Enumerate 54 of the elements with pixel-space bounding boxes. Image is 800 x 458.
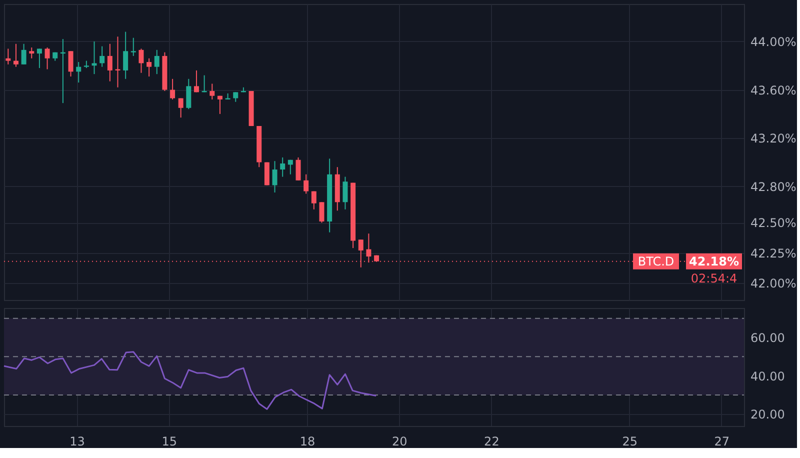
candlestick [210,83,215,100]
candlestick [100,46,105,68]
candlestick [154,49,160,75]
candlestick [304,174,309,194]
candlestick [36,48,42,69]
y-tick-label: 42.25% [750,246,796,260]
candlestick [186,78,192,110]
x-tick-label: 18 [300,434,316,448]
y-tick-label: 44.00% [750,34,796,49]
y-tick-label: 40.00 [750,369,785,384]
candlestick [107,43,112,82]
annotation: 02:54:4 [690,271,738,286]
candlestick [170,78,176,100]
y-tick-label: 43.20% [750,132,796,146]
candlestick [178,98,184,118]
y-tick-label: 43.60% [750,83,796,98]
candlestick [76,61,82,84]
x-tick-label: 22 [484,434,500,448]
candlestick [319,202,324,224]
candlestick [217,95,222,114]
candlestick [138,48,144,74]
candlestick [280,156,286,178]
candlestick [44,46,50,70]
candlestick [311,190,316,210]
line-series [3,351,377,410]
y-tick-label: 42.50% [750,216,796,230]
candlestick [29,46,34,59]
candlestick [21,43,26,65]
x-tick-label: 25 [622,434,638,448]
y-tick-label: 60.00 [750,331,785,345]
candlestick [296,156,301,181]
x-tick-label: 27 [714,434,730,448]
candlestick [68,50,74,77]
x-tick-label: 20 [392,434,408,448]
y-tick-label: 42.00% [750,276,796,291]
y-tick-label: 20.00 [750,408,785,422]
candlestick [123,31,128,80]
candlestick [342,176,348,210]
y-tick-label: 42.80% [750,180,796,194]
candlestick [272,160,278,193]
ref-line-label: 42.18% [689,254,739,268]
candlestick [13,43,18,68]
x-tick-label: 15 [162,434,177,448]
candlestick [115,36,120,88]
candlestick [288,159,293,175]
candlestick [130,37,136,56]
candlestick [233,92,238,102]
candlestick [146,58,152,77]
candlestick [366,233,372,264]
x-tick-label: 13 [70,434,85,448]
candlestick [194,70,199,93]
candlestick [6,48,11,65]
annotation: BTC.D [638,254,674,268]
candlestick [92,40,97,75]
